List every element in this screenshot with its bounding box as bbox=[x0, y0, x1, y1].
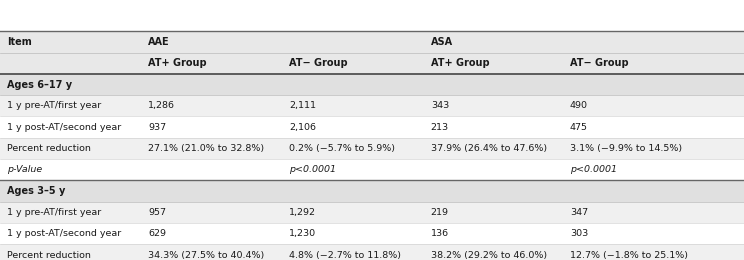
Bar bbox=[0, 95, 744, 116]
Text: 629: 629 bbox=[148, 229, 166, 238]
Text: AT− Group: AT− Group bbox=[289, 58, 348, 68]
Text: 1,286: 1,286 bbox=[148, 101, 175, 110]
Text: 957: 957 bbox=[148, 208, 166, 217]
Text: 343: 343 bbox=[431, 101, 449, 110]
Bar bbox=[0, 116, 744, 138]
Bar bbox=[0, 180, 744, 202]
Text: 1 y pre-AT/first year: 1 y pre-AT/first year bbox=[7, 101, 101, 110]
Text: Percent reduction: Percent reduction bbox=[7, 251, 91, 259]
Text: 136: 136 bbox=[431, 229, 449, 238]
Bar bbox=[0, 31, 744, 53]
Text: 937: 937 bbox=[148, 123, 166, 132]
Bar bbox=[0, 53, 744, 74]
Text: 3.1% (−9.9% to 14.5%): 3.1% (−9.9% to 14.5%) bbox=[570, 144, 682, 153]
Text: 4.8% (−2.7% to 11.8%): 4.8% (−2.7% to 11.8%) bbox=[289, 251, 402, 259]
Text: 34.3% (27.5% to 40.4%): 34.3% (27.5% to 40.4%) bbox=[148, 251, 264, 259]
Text: 475: 475 bbox=[570, 123, 588, 132]
Text: Item: Item bbox=[7, 37, 31, 47]
Text: 219: 219 bbox=[431, 208, 449, 217]
Text: 1,292: 1,292 bbox=[289, 208, 316, 217]
Text: 1 y post-AT/second year: 1 y post-AT/second year bbox=[7, 229, 121, 238]
Text: 2,106: 2,106 bbox=[289, 123, 316, 132]
Text: 1 y post-AT/second year: 1 y post-AT/second year bbox=[7, 123, 121, 132]
Text: AT− Group: AT− Group bbox=[570, 58, 629, 68]
Text: 303: 303 bbox=[570, 229, 589, 238]
Text: Ages 6–17 y: Ages 6–17 y bbox=[7, 80, 72, 89]
Text: 490: 490 bbox=[570, 101, 588, 110]
Bar bbox=[0, 223, 744, 244]
Text: 27.1% (21.0% to 32.8%): 27.1% (21.0% to 32.8%) bbox=[148, 144, 264, 153]
Text: 1 y pre-AT/first year: 1 y pre-AT/first year bbox=[7, 208, 101, 217]
Bar bbox=[0, 202, 744, 223]
Text: p<0.0001: p<0.0001 bbox=[289, 165, 336, 174]
Bar bbox=[0, 138, 744, 159]
Text: p<0.0001: p<0.0001 bbox=[570, 165, 617, 174]
Text: 2,111: 2,111 bbox=[289, 101, 316, 110]
Text: AAE: AAE bbox=[148, 37, 170, 47]
Text: AT+ Group: AT+ Group bbox=[431, 58, 490, 68]
Text: 0.2% (−5.7% to 5.9%): 0.2% (−5.7% to 5.9%) bbox=[289, 144, 395, 153]
Text: 38.2% (29.2% to 46.0%): 38.2% (29.2% to 46.0%) bbox=[431, 251, 547, 259]
Text: 12.7% (−1.8% to 25.1%): 12.7% (−1.8% to 25.1%) bbox=[570, 251, 688, 259]
Bar bbox=[0, 244, 744, 260]
Text: 37.9% (26.4% to 47.6%): 37.9% (26.4% to 47.6%) bbox=[431, 144, 547, 153]
Bar bbox=[0, 74, 744, 95]
Text: Ages 3–5 y: Ages 3–5 y bbox=[7, 186, 65, 196]
Bar bbox=[0, 159, 744, 180]
Text: 1,230: 1,230 bbox=[289, 229, 316, 238]
Text: 213: 213 bbox=[431, 123, 449, 132]
Text: AT+ Group: AT+ Group bbox=[148, 58, 207, 68]
Text: Percent reduction: Percent reduction bbox=[7, 144, 91, 153]
Text: p-Value: p-Value bbox=[7, 165, 42, 174]
Text: 347: 347 bbox=[570, 208, 588, 217]
Text: ASA: ASA bbox=[431, 37, 453, 47]
